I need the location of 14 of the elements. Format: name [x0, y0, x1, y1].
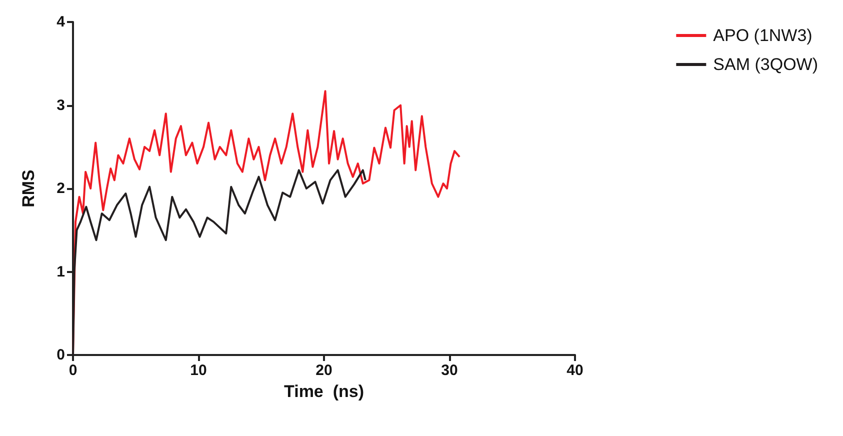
legend-label: SAM (3QOW) [713, 55, 818, 74]
x-tick-label: 10 [190, 362, 207, 379]
x-tick-label: 40 [566, 362, 584, 379]
y-tick-label: 0 [56, 346, 65, 364]
x-tick-label: 30 [441, 362, 458, 379]
x-tick-label: 20 [316, 362, 332, 379]
y-axis-title: RMS [19, 170, 38, 208]
x-tick-label: 0 [68, 362, 78, 379]
y-tick-label: 1 [56, 263, 65, 280]
y-tick-label: 2 [56, 180, 65, 197]
y-tick-label: 4 [56, 14, 66, 30]
y-tick-label: 3 [56, 96, 65, 114]
x-axis-title: Time (ns) [284, 382, 364, 401]
legend-label: APO (1NW3) [713, 26, 812, 45]
